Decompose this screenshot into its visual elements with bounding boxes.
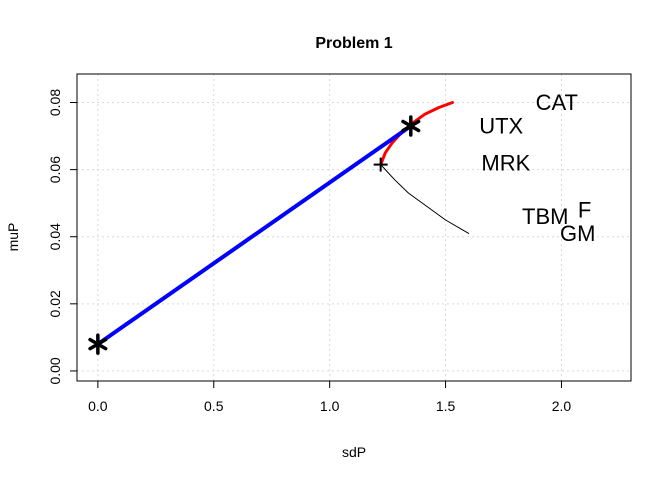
y-tick-label: 0.06 — [47, 156, 63, 183]
grid — [77, 74, 631, 381]
y-tick-label: 0.04 — [47, 223, 63, 250]
asterisk-stroke — [401, 119, 421, 133]
axes: 0.0 0.5 1.0 1.5 2.0 0.00 0.02 0.04 0.06 0.08 — [47, 89, 571, 414]
annotation-layer: CAT UTX MRK TBM FGM — [479, 90, 595, 246]
series-layer — [95, 101, 470, 347]
stock-label: TBM — [522, 204, 568, 229]
stock-label: CAT — [536, 90, 578, 115]
stock-label: MRK — [481, 150, 530, 175]
marker-layer — [88, 115, 421, 355]
chart-title: Problem 1 — [315, 35, 392, 52]
x-tick-label: 0.5 — [204, 398, 224, 414]
asterisk-marker — [88, 333, 108, 355]
x-axis-label: sdP — [342, 444, 366, 460]
tangency-line-line — [95, 124, 413, 347]
y-tick-label: 0.08 — [47, 89, 63, 116]
stock-label: GM — [560, 221, 595, 246]
x-tick-label: 2.0 — [552, 398, 572, 414]
frontier-efficient-line — [379, 101, 454, 167]
stock-label: UTX — [479, 113, 523, 138]
y-tick-label: 0.00 — [47, 357, 63, 384]
frontier-inefficient-line — [380, 164, 470, 234]
asterisk-marker — [401, 115, 421, 137]
x-tick-label: 0.0 — [88, 398, 108, 414]
x-tick-label: 1.0 — [320, 398, 340, 414]
y-axis-label: muP — [5, 223, 21, 252]
y-tick-label: 0.02 — [47, 290, 63, 317]
plus-marker — [373, 157, 388, 172]
asterisk-stroke — [88, 337, 108, 351]
x-tick-label: 1.5 — [436, 398, 456, 414]
stock-label: F — [578, 197, 591, 222]
